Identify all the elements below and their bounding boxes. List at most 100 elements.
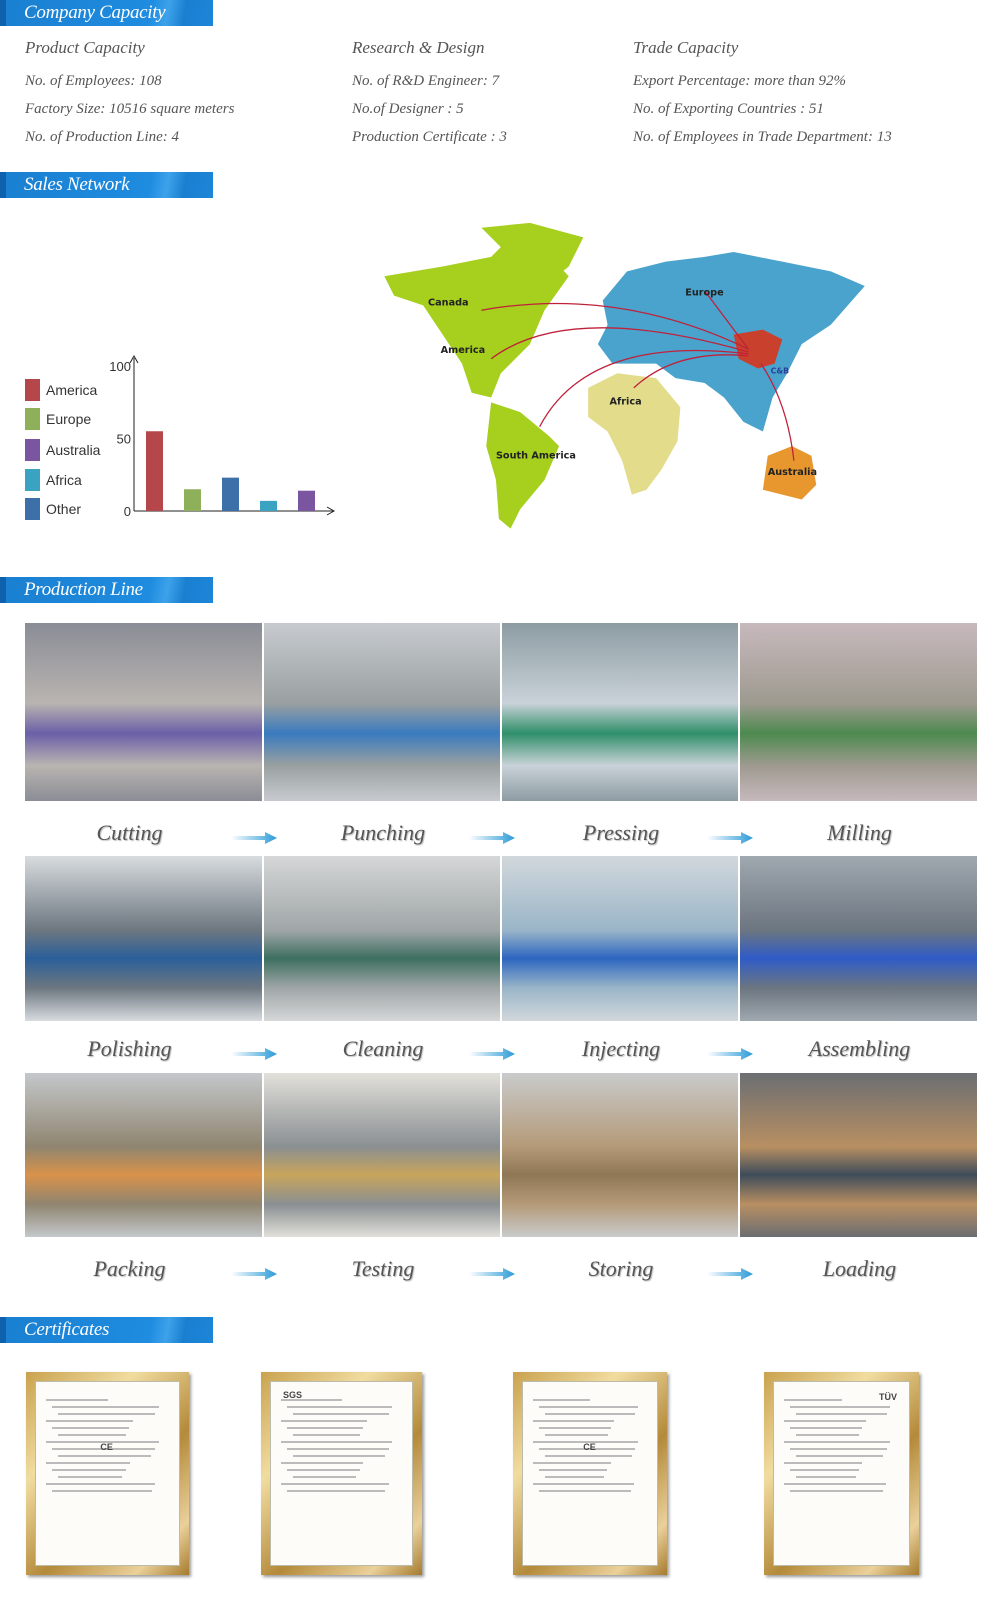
africa-landmass (588, 373, 681, 495)
capacity-stat: No. of Employees: 108 (25, 73, 162, 89)
production-photo-punching (264, 623, 502, 801)
certificate-mark: SGS (283, 1390, 303, 1400)
map-label-australia: Australia (768, 467, 817, 478)
production-step-label: Cutting (96, 820, 163, 845)
china-region (733, 329, 783, 369)
sales-bar-chart: 100 50 0 (109, 354, 336, 519)
legend-item: Africa (25, 469, 82, 491)
y-tick-label: 0 (124, 504, 131, 519)
bar-australia (298, 490, 315, 511)
legend-label: Other (46, 501, 82, 517)
legend-swatch (25, 469, 40, 491)
certificate-mark: TÜV (879, 1392, 897, 1402)
certificate-mark: CE (100, 1442, 113, 1452)
map-label-africa: Africa (610, 396, 642, 407)
legend-item: Europe (25, 408, 91, 430)
legend-swatch (25, 379, 40, 401)
production-photo-milling (740, 623, 979, 801)
export-routes (481, 290, 795, 461)
map-label-canada: Canada (428, 297, 469, 308)
capacity-stat: No. of Employees in Trade Department: 13 (633, 129, 892, 145)
production-step-label: Polishing (87, 1036, 172, 1061)
production-photo-polishing (25, 856, 264, 1021)
capacity-stat: Production Certificate : 3 (352, 129, 507, 145)
legend-item: Other (25, 498, 81, 520)
capacity-stat: No. of Production Line: 4 (25, 129, 180, 145)
map-label-europe: Europe (685, 288, 724, 299)
certificate-mark: CE (583, 1442, 596, 1452)
flow-arrow-icon (707, 832, 753, 844)
capacity-stat: No.of Designer : 5 (352, 101, 464, 117)
section-banner-production-line: Production Line (0, 577, 213, 603)
production-step-label: Testing (351, 1256, 415, 1281)
certificate-frame: SGS (261, 1372, 422, 1575)
map-label-south-america: South America (496, 451, 576, 462)
flow-arrow-icon (231, 1268, 277, 1280)
capacity-heading: Product Capacity (25, 38, 145, 57)
legend-label: Europe (46, 411, 92, 427)
bar-europe (184, 489, 201, 511)
certificate-document: CE (522, 1381, 658, 1566)
legend-swatch (25, 439, 40, 461)
certificate-frame: CE (26, 1372, 189, 1575)
australia-landmass (762, 446, 817, 500)
production-step-label: Storing (588, 1256, 654, 1281)
capacity-stat: Export Percentage: more than 92% (633, 73, 846, 89)
production-photo-cutting (25, 623, 264, 801)
flow-arrow-icon (231, 832, 277, 844)
production-step-label: Cleaning (342, 1036, 424, 1061)
certificate-document: CE (35, 1381, 180, 1566)
production-step-label: Assembling (808, 1036, 911, 1061)
y-tick-label: 100 (109, 359, 131, 374)
certificate-frame: TÜV (764, 1372, 919, 1575)
certificate-document: SGS (270, 1381, 413, 1566)
company-logo: C&B (771, 366, 789, 375)
section-banner-certificates: Certificates (0, 1317, 213, 1343)
legend-item: America (25, 379, 97, 401)
flow-arrow-icon (469, 832, 515, 844)
production-step-label: Milling (827, 820, 892, 845)
production-step-label: Packing (93, 1256, 166, 1281)
certificate-frame: CE (513, 1372, 667, 1575)
map-label-america: America (441, 345, 486, 356)
legend-swatch (25, 408, 40, 430)
capacity-stat: No. of R&D Engineer: 7 (352, 73, 500, 89)
capacity-stat: Factory Size: 10516 square meters (25, 101, 235, 117)
production-photo-loading (740, 1073, 979, 1237)
production-step-label: Injecting (581, 1036, 661, 1061)
production-photo-storing (502, 1073, 740, 1237)
legend-label: America (46, 382, 98, 398)
production-step-label: Punching (340, 820, 426, 845)
production-photo-pressing (502, 623, 740, 801)
production-photo-packing (25, 1073, 264, 1237)
production-step-label: Loading (822, 1256, 897, 1281)
legend-label: Africa (46, 472, 82, 488)
section-banner-sales-network: Sales Network (0, 172, 213, 198)
bar-other (222, 477, 239, 511)
production-step-label: Pressing (582, 820, 660, 845)
flow-arrow-icon (469, 1048, 515, 1060)
production-photo-injecting (502, 856, 740, 1021)
bar-africa (260, 500, 277, 511)
certificate-document: TÜV (773, 1381, 910, 1566)
y-axis-arrow (129, 354, 139, 364)
flow-arrow-icon (707, 1048, 753, 1060)
legend-item: Australia (25, 439, 100, 461)
production-photo-cleaning (264, 856, 502, 1021)
production-photo-assembling (740, 856, 979, 1021)
world-map: Canada America Europe Africa South Ameri… (384, 222, 865, 529)
legend-label: Australia (46, 442, 101, 458)
capacity-heading: Trade Capacity (633, 38, 739, 57)
flow-arrow-icon (469, 1268, 515, 1280)
section-banner-company-capacity: Company Capacity (0, 0, 213, 26)
flow-arrow-icon (707, 1268, 753, 1280)
americas-landmass (384, 222, 584, 529)
capacity-heading: Research & Design (352, 38, 485, 57)
legend-swatch (25, 498, 40, 520)
bar-america (146, 431, 163, 511)
flow-arrow-icon (231, 1048, 277, 1060)
x-axis-arrow (326, 506, 336, 516)
capacity-stat: No. of Exporting Countries : 51 (633, 101, 824, 117)
production-photo-testing (264, 1073, 502, 1237)
y-tick-label: 50 (117, 432, 131, 447)
